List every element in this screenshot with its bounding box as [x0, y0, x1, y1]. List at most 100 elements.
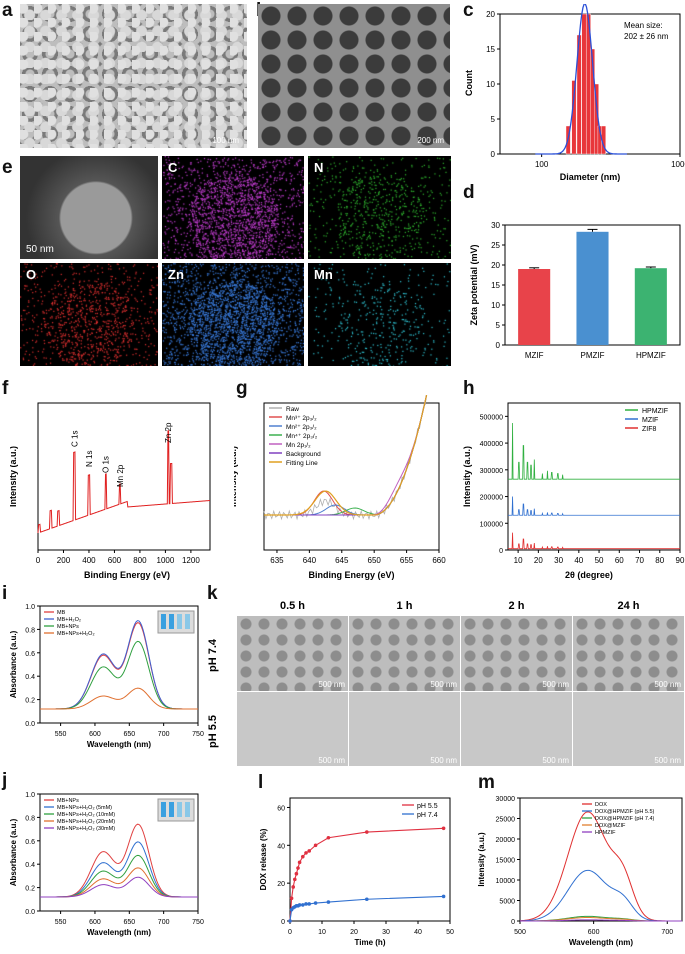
plot-frame	[39, 793, 199, 912]
tem-image: 200 nm	[258, 4, 450, 148]
legend-label: Mn 2p₁/₂	[286, 442, 311, 449]
x-axis-label: Binding Energy (eV)	[84, 570, 170, 580]
scale-bar-label: 500 nm	[542, 680, 569, 689]
x-tick-label: 40	[574, 556, 583, 565]
time-label: 1 h	[396, 600, 413, 612]
x-tick-label: 10	[318, 929, 326, 936]
zeta-bar	[518, 269, 551, 345]
release-point	[291, 885, 295, 889]
y-tick-label: 25	[491, 241, 500, 250]
tem-cell: 500 nm	[461, 692, 572, 766]
x-tick-label: 20	[350, 929, 358, 936]
release-point	[293, 877, 297, 882]
y-tick-label: 0.0	[25, 909, 35, 916]
release-point	[313, 843, 318, 848]
y-tick-label: 500000	[480, 414, 503, 421]
legend-label: Raw	[286, 406, 299, 413]
x-tick-label: 640	[303, 556, 317, 565]
x-tick-label: 700	[158, 919, 170, 926]
annotation-text: Mean size:	[624, 21, 663, 30]
panel-label-d: d	[463, 182, 475, 203]
element-map-canvas	[162, 263, 304, 366]
x-tick-label: 700	[158, 731, 170, 738]
element-map-canvas	[20, 263, 158, 366]
element-map-canvas	[308, 156, 451, 259]
x-tick-label: 200	[57, 556, 71, 565]
tem-cell: 500 nm	[349, 692, 460, 766]
x-tick-label: 750	[192, 919, 204, 926]
scale-bar-label: 500 nm	[430, 756, 457, 765]
legend-label: Mn⁴⁺ 2p₃/₂	[286, 433, 318, 440]
x-axis-label: Wavelength (nm)	[87, 740, 151, 749]
y-tick-label: 0	[491, 150, 496, 159]
scale-bar-label: 500 nm	[430, 680, 457, 689]
y-tick-label: 0.6	[25, 651, 35, 658]
x-tick-label: 80	[655, 556, 664, 565]
x-tick-label: 660	[432, 556, 446, 565]
y-tick-label: 0.2	[25, 886, 35, 893]
dox-release-chart: 0 10 20 30 40 50 0 20 40 60 pH 5.5 pH 7.4 Time (h) DO…	[259, 797, 454, 947]
y-axis-label: Zeta potential (mV)	[469, 244, 479, 325]
x-tick-label: 0	[288, 929, 292, 936]
y-tick-label: 15	[491, 281, 500, 290]
y-tick-label: 10	[491, 301, 500, 310]
legend-label: Background	[286, 451, 321, 458]
release-point	[326, 835, 331, 840]
fluorescence-line	[519, 919, 682, 922]
xps-survey-line	[37, 430, 211, 534]
plot-frame	[507, 402, 681, 551]
zeta-bar	[576, 231, 609, 345]
legend-label: DOX	[595, 802, 607, 808]
legend-label: pH 5.5	[417, 803, 438, 810]
y-tick-label: 0.2	[25, 698, 35, 705]
legend-label: MB+NPs+H₂O₂ (5mM)	[57, 805, 112, 811]
legend-label: DOX@HPMZIF (pH 5.5)	[595, 809, 655, 815]
release-point	[301, 854, 305, 859]
category-label: MZIF	[525, 351, 544, 360]
panel-label-j: j	[2, 770, 8, 791]
panel-label-g: g	[236, 378, 248, 399]
x-tick-label: 90	[676, 556, 685, 565]
vial	[185, 614, 190, 629]
x-axis-label: Wavelength (nm)	[87, 928, 151, 937]
fluorescence-line	[519, 869, 683, 922]
y-tick-label: 0.4	[25, 674, 35, 681]
y-tick-label: 0	[511, 919, 515, 926]
y-tick-label: 25000	[496, 817, 516, 824]
element-label: C	[168, 160, 178, 175]
x-tick-label: 600	[588, 929, 600, 936]
zeta-bar	[634, 268, 667, 345]
absorbance-line	[39, 687, 199, 710]
y-tick-label: 0	[496, 341, 501, 350]
y-axis-label: Intensity (a.u.)	[477, 832, 486, 887]
absorbance-line	[39, 867, 199, 898]
x-tick-label: 600	[89, 919, 101, 926]
plot-frame	[289, 797, 451, 922]
y-tick-label: 0	[281, 919, 285, 926]
y-tick-label: 300000	[480, 468, 503, 475]
y-axis-label: DOX release (%)	[259, 828, 268, 890]
xrd-pattern-line	[508, 532, 680, 550]
panel-label-h: h	[463, 378, 475, 399]
absorbance-line	[39, 841, 199, 898]
category-label: HPMZIF	[636, 351, 666, 360]
y-tick-label: 0	[499, 548, 503, 555]
panel-label-c: c	[463, 0, 474, 21]
legend-label: Mn²⁺ 2p₃/₂	[286, 424, 317, 431]
scale-bar-label: 500 nm	[318, 756, 345, 765]
release-point	[307, 902, 311, 906]
time-label: 24 h	[617, 600, 640, 612]
y-tick-label: 40	[277, 843, 285, 850]
x-axis-label: Time (h)	[355, 938, 386, 947]
y-tick-label: 20	[277, 881, 285, 888]
legend-label: MB+NPs+H₂O₂ (20mM)	[57, 819, 115, 825]
x-tick-label: 40	[414, 929, 422, 936]
y-axis-label: Intensity (a.u.)	[10, 446, 18, 507]
release-point	[307, 849, 311, 853]
panel-label-k: k	[207, 583, 218, 604]
y-tick-label: 20	[486, 10, 495, 19]
legend-label: DOX@MZIF	[595, 823, 626, 829]
x-tick-label: 650	[368, 556, 382, 565]
y-tick-label: 20000	[496, 837, 516, 844]
legend-label: MB	[57, 610, 66, 616]
